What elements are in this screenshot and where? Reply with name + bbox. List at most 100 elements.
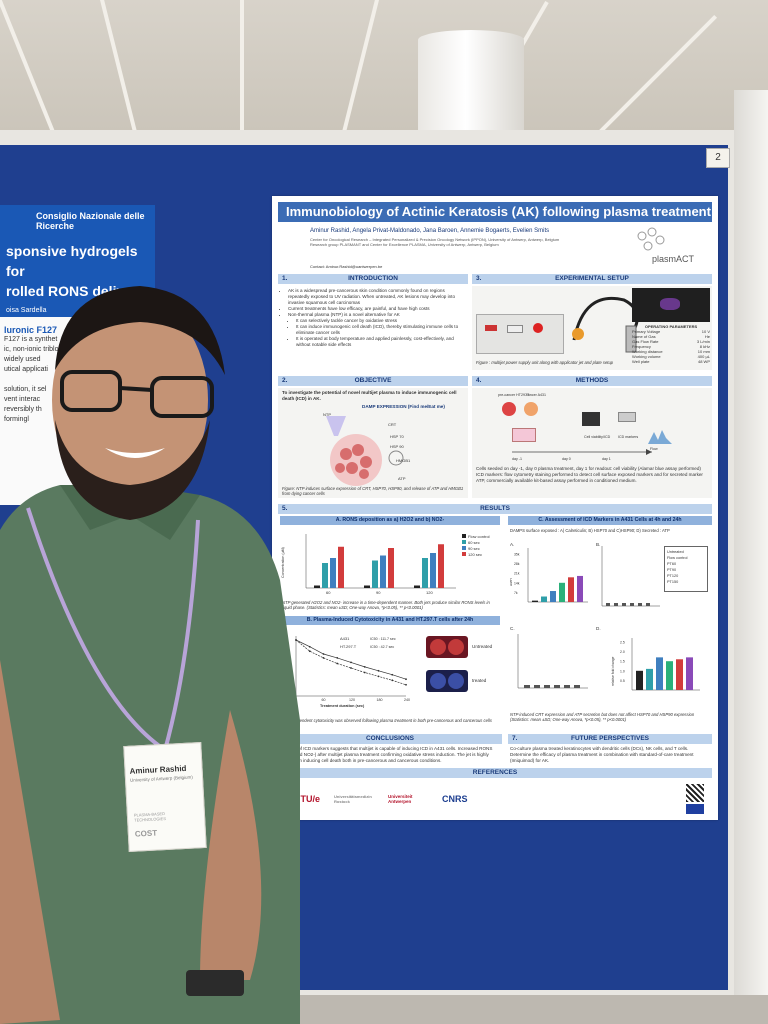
panel-a-caption: NTP generated H2O2 and NO2- increase in … [282,600,490,610]
y-axis-label: ΔMFI [510,578,513,586]
sub-label-c: C. [510,626,515,631]
methods-panel: pre-cancer HT297T cancer A431 day -1 day… [472,388,712,498]
treated-label: treated [472,678,487,683]
marker-hsp90: HSP 90 [390,444,404,449]
legend-label: 60 sec [468,540,480,545]
qr-code-icon [686,784,704,802]
legend-item: Untreated [667,550,684,554]
panel-b-title: B. Plasma-Induced Cytotoxicity in A431 a… [280,616,500,625]
section-experimental-setup: 3. EXPERIMENTAL SETUP [472,274,712,284]
marker-hsp70: HSP 70 [390,434,404,439]
data-point [350,667,352,669]
setup-caption: Figure : multijet power supply unit alon… [476,360,614,365]
legend-swatch [462,546,466,550]
bar [550,591,556,602]
series-line [295,639,407,686]
data-point [363,665,366,668]
bar [636,670,643,690]
board-stand [734,90,768,1024]
series-name: HT.297.T [340,644,357,649]
y-axis-label: relative fold change [611,656,615,686]
objective-text: To investigate the potential of novel mu… [282,390,457,401]
plasmact-logo-text: plasmACT [652,254,695,264]
data-point [308,650,311,653]
bar [322,563,328,588]
series-name: A431 [340,636,350,641]
tick-label: 120 [426,590,433,595]
left-poster-line: vent interac [4,396,41,403]
methods-label: cancer A431 [526,393,546,397]
left-poster-heading: luronic F127 [4,325,58,335]
bar [388,548,394,588]
bar [438,544,444,588]
section-results: 5. RESULTS [278,504,712,514]
intro-bullets: AK is a widespread pre-cancerous skin co… [280,288,466,348]
sub-label-a: A. [510,542,515,547]
left-poster-line: formingl [4,416,29,423]
legend-item: PT60 [667,562,677,566]
tick-label: 0.5 [620,679,625,683]
left-poster-line: reversibly th [4,406,42,413]
badge-event: PLASMA-BASED TECHNOLOGIES [133,811,167,823]
partner-logo: Universiteit Antwerpen [388,794,413,804]
operating-parameters: OPERATING PARAMETERS Primary Voltage 10 V… [632,324,710,364]
panel-c-title: C. Assessment of ICD Markers in A431 Cel… [508,516,712,525]
methods-label: Flow [650,447,658,451]
plasma-photo [632,288,710,322]
methods-timeline [512,449,652,455]
data-point [391,679,394,682]
poster-authors: Aminur Rashid, Angela Privat-Maldonado, … [310,228,550,234]
section-references: REFERENCES [278,768,712,778]
methods-label: day 0 [562,457,571,461]
marker-atp: ATP [398,476,406,481]
methods-label: pre-cancer HT297T [498,393,530,397]
poster-contact: Contact: Aminur.Rashid@uantwerpen.be [310,264,383,269]
marker-ntp: NTP [323,412,331,417]
bar [380,555,386,588]
partner-logo: Universitätsmedizin Rostock [334,794,372,804]
bar [430,553,436,588]
section-future-perspectives: 7. FUTURE PERSPECTIVES [508,734,712,744]
bar [559,582,565,602]
precancer-cell-icon [502,402,516,416]
legend-swatch [462,540,466,544]
untreated-label: Untreated [472,644,493,649]
poster-affiliation: Center for Oncological Research – Integr… [310,237,560,242]
sub-label-d: D. [596,626,601,631]
bar [314,585,320,588]
left-poster-body: luronic F127 F127 is a synthet ic, non-i… [0,317,155,433]
tick-label: 60 [322,698,326,702]
bar [338,546,344,588]
power-supply-unit [476,314,564,354]
bar [568,577,574,602]
section-methods: 4. METHODS [472,376,712,386]
data-point [336,662,339,665]
y-axis-label: Concentration (µM) [281,547,285,578]
hsp-bar-chart [601,546,660,607]
intro-bullet: Current treatments have low efficacy, ar… [288,306,466,312]
data-point [377,675,380,678]
legend-label: 120 sec [468,552,482,557]
tick-label: 120 [349,698,355,702]
setup-panel: OPERATING PARAMETERS Primary Voltage 10 V… [472,286,712,370]
poster-title: Immunobiology of Actinic Keratosis (AK) … [278,202,712,222]
ceiling [0,0,768,150]
bar [541,596,547,602]
methods-label: Cell viability/ICD [584,435,611,439]
flow-cytometer-icon [618,412,636,422]
legend-label: Flow control [468,534,490,539]
tick-label: 2.5 [620,641,625,645]
legend-label: 90 sec [468,546,480,551]
bar [646,668,653,690]
objective-caption: Figure: NTP induces surface expression o… [282,486,464,496]
panel-c-subtitle: DAMPS surface exposed : A) Calreticulin;… [510,528,670,533]
poster-affiliation: Research group PLASMANT and Center for E… [310,242,499,247]
name-badge: Aminur Rashid University of Antwerp (Bel… [123,742,207,852]
poster-affiliations: Center for Oncological Research – Integr… [310,237,630,247]
tick-label: 1.5 [620,660,625,664]
tick-label: 7k [514,591,518,595]
tick-label: 240 [404,698,410,702]
intro-bullet: AK is a widespread pre-cancerous skin co… [288,288,466,306]
data-point [405,678,407,681]
partner-logos: IP TU/e Universitätsmedizin Rostock Univ… [278,784,712,814]
